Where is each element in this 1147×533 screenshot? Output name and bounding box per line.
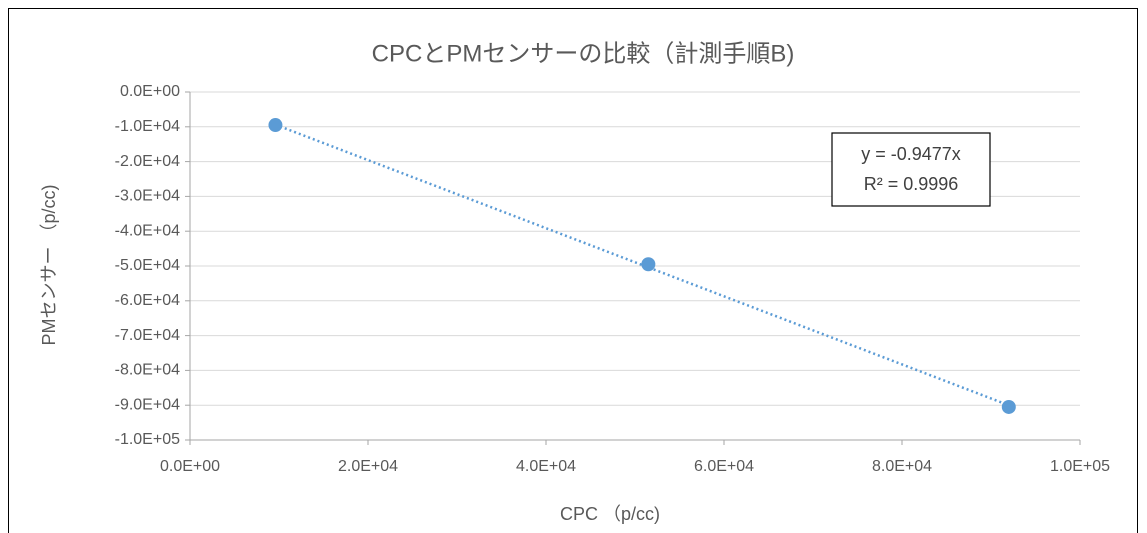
x-tick-label: 6.0E+04	[694, 458, 754, 475]
x-tick-label: 4.0E+04	[516, 458, 576, 475]
trendline-annotation-box	[831, 132, 991, 207]
data-point	[268, 118, 283, 133]
y-tick-label: -2.0E+04	[115, 153, 180, 170]
chart-title: CPCとPMセンサーの比較（計測手順B)	[372, 40, 795, 67]
data-point	[641, 257, 656, 272]
y-tick-label: -3.0E+04	[115, 188, 180, 205]
y-tick-label: -5.0E+04	[115, 257, 180, 274]
y-tick-label: -8.0E+04	[115, 362, 180, 379]
data-point	[1001, 399, 1016, 414]
y-tick-label: -6.0E+04	[115, 292, 180, 309]
x-tick-label: 0.0E+00	[160, 458, 220, 475]
y-axis-label: PMセンサー （p/cc)	[39, 184, 59, 345]
y-tick-label: -9.0E+04	[115, 396, 180, 413]
y-tick-label: 0.0E+00	[120, 83, 180, 100]
trendline-equation: y = -0.9477x	[861, 144, 961, 164]
x-tick-label: 1.0E+05	[1050, 458, 1110, 475]
x-axis-label: CPC （p/cc)	[560, 504, 660, 524]
y-tick-label: -1.0E+04	[115, 118, 180, 135]
y-tick-label: -7.0E+04	[115, 327, 180, 344]
x-tick-label: 8.0E+04	[872, 458, 932, 475]
trendline-r2: R² = 0.9996	[864, 174, 959, 194]
trendline	[274, 123, 1010, 407]
x-tick-label: 2.0E+04	[338, 458, 398, 475]
y-tick-label: -1.0E+05	[115, 431, 180, 448]
y-tick-label: -4.0E+04	[115, 222, 180, 239]
chart-border	[8, 8, 1138, 533]
